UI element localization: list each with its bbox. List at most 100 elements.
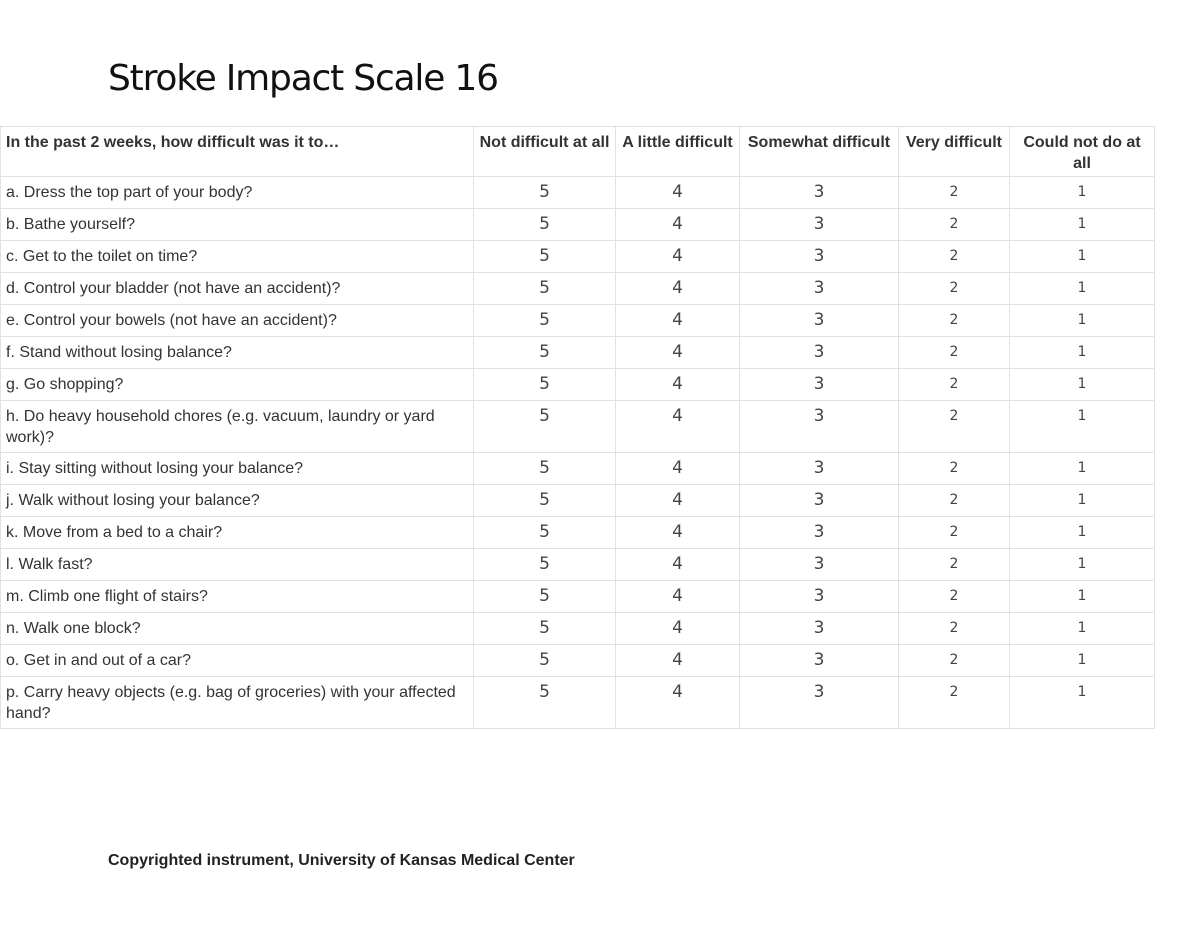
column-header-not-difficult: Not difficult at all — [473, 126, 616, 177]
score-cell-somewhat-difficult: 3 — [739, 676, 899, 729]
score-cell-not-difficult: 5 — [473, 368, 616, 401]
score-cell-a-little-difficult: 4 — [615, 272, 740, 305]
score-cell-could-not-do: 1 — [1009, 304, 1155, 337]
score-cell-somewhat-difficult: 3 — [739, 400, 899, 453]
table-row: l. Walk fast? 5 4 3 2 1 — [0, 548, 1155, 581]
score-cell-not-difficult: 5 — [473, 516, 616, 549]
column-header-question: In the past 2 weeks, how difficult was i… — [0, 126, 474, 177]
score-cell-could-not-do: 1 — [1009, 676, 1155, 729]
score-cell-not-difficult: 5 — [473, 176, 616, 209]
table-row: f. Stand without losing balance? 5 4 3 2 1 — [0, 336, 1155, 369]
score-cell-somewhat-difficult: 3 — [739, 336, 899, 369]
score-cell-not-difficult: 5 — [473, 612, 616, 645]
table-header-row: In the past 2 weeks, how difficult was i… — [0, 126, 1155, 177]
score-cell-a-little-difficult: 4 — [615, 368, 740, 401]
score-cell-somewhat-difficult: 3 — [739, 548, 899, 581]
score-cell-somewhat-difficult: 3 — [739, 304, 899, 337]
score-cell-not-difficult: 5 — [473, 208, 616, 241]
score-cell-not-difficult: 5 — [473, 336, 616, 369]
score-cell-somewhat-difficult: 3 — [739, 516, 899, 549]
score-cell-very-difficult: 2 — [898, 516, 1010, 549]
question-cell: a. Dress the top part of your body? — [0, 176, 474, 209]
table-row: o. Get in and out of a car? 5 4 3 2 1 — [0, 644, 1155, 677]
score-cell-could-not-do: 1 — [1009, 644, 1155, 677]
stroke-impact-table: In the past 2 weeks, how difficult was i… — [0, 126, 1155, 729]
score-cell-somewhat-difficult: 3 — [739, 580, 899, 613]
score-cell-not-difficult: 5 — [473, 240, 616, 273]
score-cell-not-difficult: 5 — [473, 272, 616, 305]
score-cell-not-difficult: 5 — [473, 580, 616, 613]
score-cell-very-difficult: 2 — [898, 368, 1010, 401]
question-cell: o. Get in and out of a car? — [0, 644, 474, 677]
table-body: a. Dress the top part of your body? 5 4 3 2 1… — [0, 176, 1155, 729]
question-cell: f. Stand without losing balance? — [0, 336, 474, 369]
question-cell: m. Climb one flight of stairs? — [0, 580, 474, 613]
score-cell-not-difficult: 5 — [473, 548, 616, 581]
score-cell-somewhat-difficult: 3 — [739, 368, 899, 401]
score-cell-very-difficult: 2 — [898, 336, 1010, 369]
score-cell-somewhat-difficult: 3 — [739, 612, 899, 645]
score-cell-somewhat-difficult: 3 — [739, 240, 899, 273]
score-cell-a-little-difficult: 4 — [615, 676, 740, 729]
score-cell-a-little-difficult: 4 — [615, 548, 740, 581]
question-cell: h. Do heavy household chores (e.g. vacuu… — [0, 400, 474, 453]
question-cell: e. Control your bowels (not have an acci… — [0, 304, 474, 337]
score-cell-could-not-do: 1 — [1009, 272, 1155, 305]
question-cell: n. Walk one block? — [0, 612, 474, 645]
score-cell-could-not-do: 1 — [1009, 336, 1155, 369]
table-row: d. Control your bladder (not have an acc… — [0, 272, 1155, 305]
score-cell-a-little-difficult: 4 — [615, 400, 740, 453]
score-cell-somewhat-difficult: 3 — [739, 208, 899, 241]
score-cell-very-difficult: 2 — [898, 644, 1010, 677]
score-cell-could-not-do: 1 — [1009, 516, 1155, 549]
score-cell-could-not-do: 1 — [1009, 580, 1155, 613]
table-row: j. Walk without losing your balance? 5 4 3 2… — [0, 484, 1155, 517]
column-header-somewhat-difficult: Somewhat difficult — [739, 126, 899, 177]
question-cell: i. Stay sitting without losing your bala… — [0, 452, 474, 485]
question-cell: j. Walk without losing your balance? — [0, 484, 474, 517]
score-cell-very-difficult: 2 — [898, 580, 1010, 613]
score-cell-could-not-do: 1 — [1009, 400, 1155, 453]
score-cell-a-little-difficult: 4 — [615, 580, 740, 613]
score-cell-very-difficult: 2 — [898, 240, 1010, 273]
score-cell-could-not-do: 1 — [1009, 368, 1155, 401]
column-header-a-little-difficult: A little difficult — [615, 126, 740, 177]
score-cell-very-difficult: 2 — [898, 176, 1010, 209]
score-cell-very-difficult: 2 — [898, 400, 1010, 453]
score-cell-could-not-do: 1 — [1009, 484, 1155, 517]
score-cell-very-difficult: 2 — [898, 676, 1010, 729]
score-cell-not-difficult: 5 — [473, 676, 616, 729]
score-cell-very-difficult: 2 — [898, 304, 1010, 337]
score-cell-a-little-difficult: 4 — [615, 644, 740, 677]
page-title: Stroke Impact Scale 16 — [108, 58, 499, 99]
score-cell-could-not-do: 1 — [1009, 548, 1155, 581]
score-cell-somewhat-difficult: 3 — [739, 272, 899, 305]
table-row: a. Dress the top part of your body? 5 4 3 2 1 — [0, 176, 1155, 209]
score-cell-could-not-do: 1 — [1009, 452, 1155, 485]
score-cell-could-not-do: 1 — [1009, 176, 1155, 209]
score-cell-very-difficult: 2 — [898, 612, 1010, 645]
score-cell-could-not-do: 1 — [1009, 240, 1155, 273]
score-cell-somewhat-difficult: 3 — [739, 484, 899, 517]
table-row: e. Control your bowels (not have an acci… — [0, 304, 1155, 337]
column-header-very-difficult: Very difficult — [898, 126, 1010, 177]
score-cell-somewhat-difficult: 3 — [739, 452, 899, 485]
table-row: n. Walk one block? 5 4 3 2 1 — [0, 612, 1155, 645]
question-cell: l. Walk fast? — [0, 548, 474, 581]
score-cell-not-difficult: 5 — [473, 452, 616, 485]
score-cell-very-difficult: 2 — [898, 548, 1010, 581]
score-cell-not-difficult: 5 — [473, 400, 616, 453]
score-cell-not-difficult: 5 — [473, 484, 616, 517]
table-row: g. Go shopping? 5 4 3 2 1 — [0, 368, 1155, 401]
table-row: i. Stay sitting without losing your bala… — [0, 452, 1155, 485]
question-cell: c. Get to the toilet on time? — [0, 240, 474, 273]
score-cell-a-little-difficult: 4 — [615, 612, 740, 645]
score-cell-not-difficult: 5 — [473, 304, 616, 337]
score-cell-could-not-do: 1 — [1009, 208, 1155, 241]
question-cell: g. Go shopping? — [0, 368, 474, 401]
question-cell: p. Carry heavy objects (e.g. bag of groc… — [0, 676, 474, 729]
score-cell-somewhat-difficult: 3 — [739, 644, 899, 677]
question-cell: d. Control your bladder (not have an acc… — [0, 272, 474, 305]
score-cell-a-little-difficult: 4 — [615, 208, 740, 241]
table-row: h. Do heavy household chores (e.g. vacuu… — [0, 400, 1155, 453]
